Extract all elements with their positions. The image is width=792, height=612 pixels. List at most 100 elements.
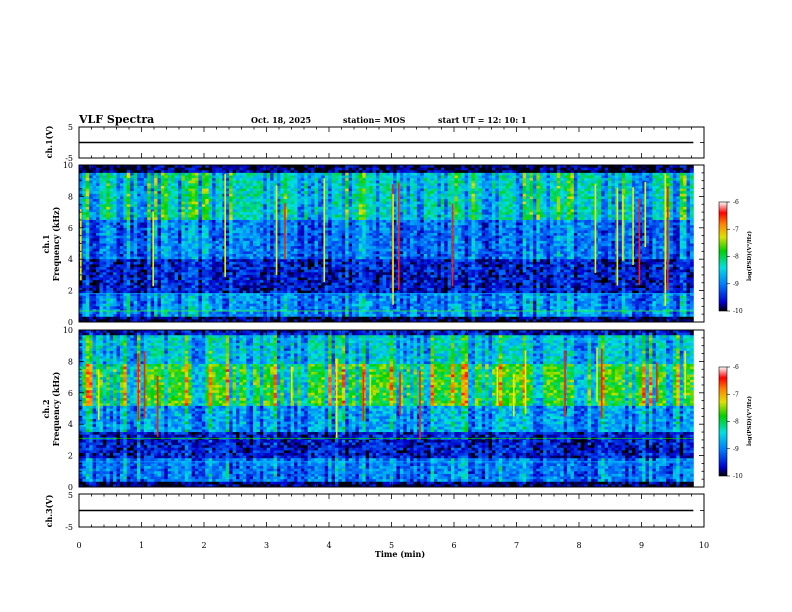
spectrogram-cell (85, 214, 90, 218)
spectrogram-cell (341, 253, 346, 257)
spectrogram-cell (246, 167, 251, 171)
spectrogram-cell (188, 256, 193, 260)
spectrogram-cell (348, 269, 353, 273)
spectrogram-cell (300, 267, 305, 271)
spectrogram-cell (304, 256, 309, 260)
spectrogram-cell (324, 261, 329, 265)
spectrogram-cell (307, 225, 312, 229)
spectrogram-cell (331, 261, 336, 265)
spectrogram-cell (92, 196, 97, 200)
spectrogram-cell (195, 183, 199, 187)
spectrogram-cell (338, 214, 343, 218)
spectrogram-cell (184, 280, 189, 284)
spectrogram-cell (82, 246, 87, 250)
spectrogram-cell (358, 264, 363, 268)
spectrogram-cell (106, 243, 111, 247)
spectrogram-cell (85, 178, 90, 182)
spectrogram-cell (341, 170, 346, 174)
spectrogram-cell (89, 287, 94, 291)
spectrogram-cell (157, 306, 162, 310)
spectrogram-cell (85, 316, 90, 320)
spectrogram-cell (253, 303, 257, 307)
spectrogram-cell (92, 246, 97, 250)
spectrogram-cell (164, 238, 169, 242)
spectrogram-cell (280, 196, 285, 200)
spectrogram-cell (232, 319, 237, 323)
spectrogram-cell (106, 303, 111, 307)
spectrogram-cell (304, 196, 309, 200)
spectrogram-cell (140, 191, 145, 195)
spectrogram-cell (304, 217, 309, 221)
spectrogram-cell (321, 172, 326, 176)
spectrogram-cell (263, 193, 268, 197)
spectrogram-cell (102, 188, 107, 192)
spectrogram-cell (154, 233, 158, 237)
spectrogram-cell (242, 175, 247, 179)
spectrogram-cell (266, 204, 271, 208)
spectrogram-cell (280, 319, 285, 323)
spectrogram-cell (167, 303, 172, 307)
spectrogram-cell (273, 248, 278, 252)
spectrogram-cell (253, 293, 257, 297)
spectrogram-cell (276, 298, 281, 302)
spectrogram-cell (116, 170, 121, 174)
spectrogram-cell (236, 196, 240, 200)
spectrogram-cell (348, 238, 353, 242)
spectrogram-cell (331, 251, 336, 255)
spectrogram-cell (239, 196, 244, 200)
spectrogram-cell (311, 269, 315, 273)
spectrogram-cell (270, 230, 274, 234)
spectrogram-cell (147, 280, 152, 284)
spectrogram-cell (317, 172, 322, 176)
spectrogram-cell (300, 230, 305, 234)
spectrogram-cell (140, 319, 145, 323)
spectrogram-cell (328, 235, 332, 239)
spectrogram-cell (345, 277, 350, 281)
spectrogram-cell (119, 240, 124, 244)
spectrogram-cell (89, 303, 94, 307)
spectrogram-cell (109, 175, 114, 179)
spectrogram-cell (358, 238, 363, 242)
spectrogram-cell (273, 267, 278, 271)
spectrogram-cell (174, 269, 179, 273)
spectrogram-cell (328, 253, 332, 257)
spectrogram-cell (164, 306, 169, 310)
spectrogram-cell (137, 238, 141, 242)
spectrogram-cell (249, 193, 254, 197)
spectrogram-cell (113, 225, 117, 229)
spectrogram-cell (140, 199, 145, 203)
spectrogram-cell (314, 191, 319, 195)
spectrogram-cell (116, 274, 121, 278)
spectrogram-cell (102, 261, 107, 265)
spectrogram-cell (246, 287, 251, 291)
spectrogram-cell (82, 301, 87, 305)
spectrogram-cell (191, 298, 196, 302)
spectrogram-cell (273, 178, 278, 182)
spectrogram-cell (236, 253, 240, 257)
spectrogram-cell (304, 316, 309, 320)
spectrogram-cell (236, 238, 240, 242)
spectrogram-cell (195, 285, 199, 289)
spectrogram-cell (167, 253, 172, 257)
spectrogram-cell (314, 253, 319, 257)
spectrogram-cell (345, 235, 350, 239)
spectrogram-cell (215, 222, 220, 226)
spectrogram-cell (283, 183, 288, 187)
spectrogram-cell (317, 188, 322, 192)
spectrogram-cell (270, 185, 274, 189)
spectrogram-cell (218, 314, 223, 318)
spectrogram-cell (96, 240, 100, 244)
spectrogram-cell (328, 314, 332, 318)
spectrogram-cell (126, 170, 131, 174)
spectrogram-cell (321, 248, 326, 252)
spectrogram-cell (140, 253, 145, 257)
spectrogram-cell (92, 225, 97, 229)
spectrogram-cell (143, 238, 148, 242)
spectrogram-cell (184, 183, 189, 187)
spectrogram-cell (174, 277, 179, 281)
spectrogram-cell (167, 301, 172, 305)
spectrogram-cell (290, 172, 295, 176)
spectrogram-cell (174, 175, 179, 179)
spectrogram-cell (304, 298, 309, 302)
spectrogram-cell (218, 209, 223, 213)
